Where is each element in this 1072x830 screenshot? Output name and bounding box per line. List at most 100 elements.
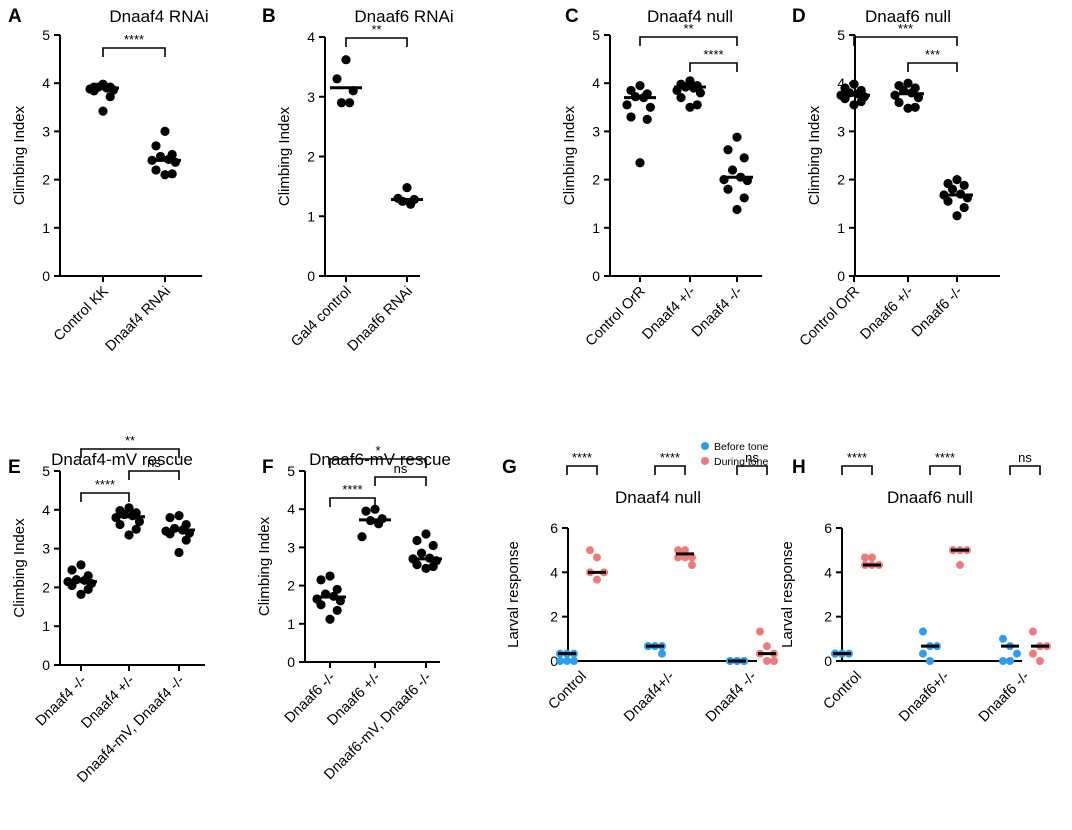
data-point bbox=[642, 114, 652, 124]
y-tick-label: 4 bbox=[287, 501, 295, 517]
significance-bracket bbox=[80, 492, 130, 502]
data-point bbox=[374, 519, 384, 529]
y-tick-label: 4 bbox=[824, 564, 832, 580]
data-point bbox=[635, 81, 645, 91]
data-point bbox=[903, 103, 913, 113]
y-tick-label: 0 bbox=[42, 268, 50, 284]
y-tick-label: 4 bbox=[307, 29, 315, 45]
data-point bbox=[335, 596, 345, 606]
significance-label: **** bbox=[342, 482, 362, 497]
significance-label: **** bbox=[935, 450, 955, 465]
x-category-label: Dnaaf6 +/- bbox=[857, 283, 917, 343]
data-point bbox=[1013, 649, 1021, 658]
y-tick-label: 2 bbox=[287, 578, 295, 594]
data-point bbox=[370, 504, 380, 514]
y-tick-label: 3 bbox=[42, 541, 50, 557]
significance-bracket bbox=[639, 36, 738, 46]
data-point bbox=[952, 211, 962, 221]
data-point bbox=[416, 548, 427, 558]
y-tick-label: 4 bbox=[42, 502, 50, 518]
x-category-label: Dnaaf4 RNAi bbox=[103, 284, 174, 355]
y-tick-label: 5 bbox=[42, 463, 50, 479]
panel-C: C Dnaaf4 null 0 1 2 3 4 5 Climbing Index Control … bbox=[561, 6, 762, 350]
panel-letter: D bbox=[792, 6, 806, 27]
y-axis-label: Climbing Index bbox=[806, 105, 823, 205]
data-point bbox=[943, 196, 953, 206]
y-axis-label: Climbing Index bbox=[256, 516, 273, 616]
significance-bracket bbox=[689, 62, 738, 72]
y-tick-label: 1 bbox=[42, 220, 50, 236]
data-point bbox=[332, 584, 342, 595]
y-tick-label: 2 bbox=[592, 172, 600, 188]
data-point bbox=[336, 98, 347, 108]
panel-letter: B bbox=[262, 6, 276, 27]
data-point bbox=[626, 112, 636, 122]
legend-marker bbox=[701, 442, 709, 450]
data-point bbox=[1006, 657, 1014, 665]
significance-label: * bbox=[375, 443, 380, 458]
y-tick-label: 1 bbox=[307, 208, 315, 224]
x-category-label: Control bbox=[820, 669, 864, 713]
y-tick-label: 2 bbox=[42, 579, 50, 595]
data-point bbox=[160, 126, 170, 136]
legend-marker bbox=[701, 457, 709, 465]
y-tick-label: 0 bbox=[837, 268, 845, 284]
x-category-label: Dnaaf4 -/- bbox=[703, 668, 760, 725]
y-tick-label: 3 bbox=[287, 539, 295, 555]
data-point bbox=[341, 55, 351, 65]
data-point bbox=[345, 98, 355, 108]
y-tick-label: 4 bbox=[837, 75, 845, 91]
x-category-label: Dnaaf4+/- bbox=[621, 668, 678, 725]
y-tick-label: 3 bbox=[307, 89, 315, 105]
y-tick-label: 6 bbox=[824, 520, 832, 536]
y-tick-label: 0 bbox=[287, 654, 295, 670]
panel-letter: F bbox=[262, 457, 274, 478]
data-point bbox=[685, 102, 695, 112]
data-point bbox=[83, 584, 93, 594]
x-category-label: Dnaaf4 -/- bbox=[689, 283, 746, 340]
data-point bbox=[155, 151, 166, 162]
panel-B: B Dnaaf6 RNAi 0 1 2 3 4 Climbing Index Gal4 cont… bbox=[262, 6, 454, 355]
data-point bbox=[732, 132, 742, 142]
data-point bbox=[856, 96, 866, 107]
data-point bbox=[959, 202, 969, 213]
significance-bracket bbox=[128, 470, 180, 480]
data-point bbox=[952, 175, 962, 185]
x-category-label: Control OrR bbox=[583, 284, 649, 350]
significance-label: *** bbox=[898, 21, 913, 36]
y-axis-label: Larval response bbox=[505, 541, 522, 648]
x-category-label: Dnaaf4 +/- bbox=[639, 283, 699, 343]
data-point bbox=[325, 571, 335, 581]
y-tick-label: 2 bbox=[837, 172, 845, 188]
data-point bbox=[124, 530, 134, 540]
y-axis-label: Larval response bbox=[779, 541, 796, 648]
data-point bbox=[105, 92, 115, 102]
data-point bbox=[67, 565, 77, 575]
x-category-label: Control bbox=[545, 669, 589, 713]
data-point bbox=[622, 100, 632, 110]
data-point bbox=[1029, 627, 1037, 636]
panel-title: Dnaaf4 null bbox=[615, 488, 701, 507]
y-tick-label: 3 bbox=[837, 123, 845, 139]
data-point bbox=[770, 657, 778, 665]
data-point bbox=[570, 657, 578, 665]
significance-label: **** bbox=[660, 450, 680, 465]
data-point bbox=[316, 575, 326, 585]
panel-title: Dnaaf6 null bbox=[887, 488, 973, 507]
y-tick-label: 1 bbox=[287, 616, 295, 632]
data-point bbox=[151, 141, 161, 151]
y-tick-label: 0 bbox=[824, 653, 832, 669]
data-point bbox=[428, 561, 438, 572]
data-point bbox=[947, 184, 958, 194]
data-point bbox=[98, 106, 108, 116]
significance-bracket bbox=[329, 458, 427, 468]
significance-bracket bbox=[1009, 465, 1041, 475]
x-category-label: Control KK bbox=[51, 283, 112, 344]
y-tick-label: 2 bbox=[824, 609, 832, 625]
data-point bbox=[428, 540, 438, 551]
data-point bbox=[174, 547, 184, 558]
y-tick-label: 0 bbox=[550, 653, 558, 669]
y-axis-label: Climbing Index bbox=[11, 105, 28, 205]
